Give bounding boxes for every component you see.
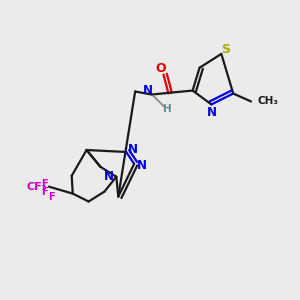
Text: F: F xyxy=(49,192,55,202)
Text: O: O xyxy=(156,62,166,75)
Text: F: F xyxy=(41,187,47,196)
Text: N: N xyxy=(103,170,113,183)
Text: H: H xyxy=(164,104,172,114)
Text: N: N xyxy=(206,106,216,119)
Text: N: N xyxy=(128,142,138,155)
Text: N: N xyxy=(137,159,147,172)
Text: N: N xyxy=(143,84,153,97)
Text: CH₃: CH₃ xyxy=(258,97,279,106)
Text: F: F xyxy=(41,179,47,189)
Text: CF₃: CF₃ xyxy=(26,182,47,192)
Text: S: S xyxy=(221,44,230,56)
